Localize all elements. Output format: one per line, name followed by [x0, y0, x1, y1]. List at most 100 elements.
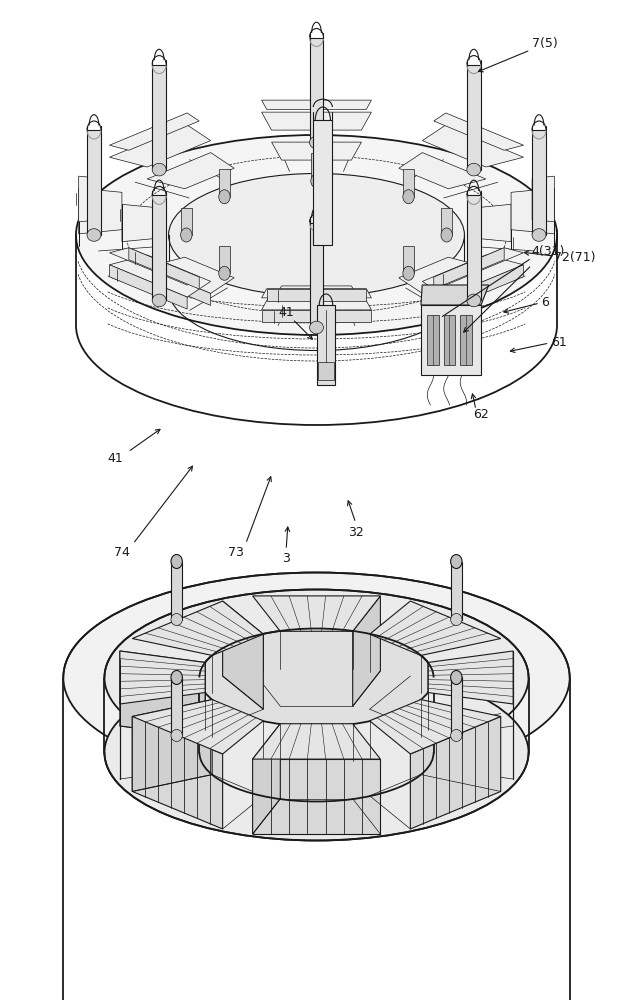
- Text: 7(5): 7(5): [532, 37, 558, 50]
- Text: 62: 62: [473, 408, 489, 422]
- Ellipse shape: [310, 136, 323, 149]
- Polygon shape: [421, 285, 489, 305]
- Polygon shape: [353, 596, 380, 706]
- Text: 6: 6: [541, 296, 549, 310]
- Bar: [310, 223, 323, 328]
- Ellipse shape: [171, 614, 182, 626]
- Text: 74: 74: [113, 546, 130, 560]
- Ellipse shape: [311, 282, 322, 296]
- Polygon shape: [129, 248, 199, 289]
- Ellipse shape: [451, 729, 462, 741]
- Bar: [311, 262, 322, 289]
- Ellipse shape: [451, 555, 462, 569]
- Polygon shape: [78, 188, 122, 234]
- Polygon shape: [511, 188, 555, 234]
- Bar: [532, 130, 546, 235]
- Polygon shape: [253, 724, 280, 834]
- Ellipse shape: [171, 670, 182, 684]
- Ellipse shape: [168, 174, 465, 296]
- Ellipse shape: [451, 614, 462, 626]
- Polygon shape: [261, 112, 372, 130]
- Text: 32: 32: [348, 526, 363, 538]
- Ellipse shape: [310, 321, 323, 334]
- Bar: [87, 130, 101, 235]
- Ellipse shape: [104, 664, 529, 840]
- Ellipse shape: [219, 190, 230, 204]
- Bar: [467, 195, 481, 300]
- Polygon shape: [120, 651, 205, 737]
- Ellipse shape: [152, 163, 166, 176]
- Polygon shape: [223, 601, 263, 709]
- Text: 41: 41: [108, 452, 123, 464]
- Bar: [441, 208, 453, 235]
- Polygon shape: [422, 267, 486, 305]
- Polygon shape: [147, 257, 234, 293]
- Ellipse shape: [63, 572, 570, 783]
- Polygon shape: [132, 716, 223, 829]
- Ellipse shape: [171, 729, 182, 741]
- Text: 72(71): 72(71): [554, 251, 596, 264]
- Bar: [313, 120, 332, 245]
- Polygon shape: [261, 289, 372, 298]
- Bar: [403, 169, 414, 197]
- Polygon shape: [261, 100, 372, 109]
- Text: 41: 41: [279, 306, 294, 318]
- Ellipse shape: [451, 670, 462, 684]
- Bar: [460, 315, 472, 365]
- Polygon shape: [370, 601, 501, 655]
- Polygon shape: [434, 248, 523, 285]
- Polygon shape: [132, 700, 212, 791]
- Ellipse shape: [403, 266, 414, 280]
- Polygon shape: [110, 248, 199, 285]
- Polygon shape: [132, 601, 263, 655]
- Bar: [451, 562, 462, 620]
- Ellipse shape: [152, 294, 166, 307]
- Ellipse shape: [76, 135, 557, 335]
- Polygon shape: [120, 651, 205, 704]
- Bar: [427, 315, 439, 365]
- Polygon shape: [370, 700, 501, 754]
- Ellipse shape: [180, 228, 192, 242]
- Polygon shape: [446, 265, 523, 309]
- Polygon shape: [147, 267, 211, 305]
- Polygon shape: [272, 304, 361, 316]
- Ellipse shape: [219, 266, 230, 280]
- Text: 4(31): 4(31): [532, 245, 565, 258]
- Polygon shape: [253, 724, 380, 759]
- Polygon shape: [110, 255, 211, 297]
- Polygon shape: [272, 286, 361, 304]
- Polygon shape: [110, 125, 211, 167]
- Ellipse shape: [467, 294, 481, 307]
- Polygon shape: [468, 204, 511, 242]
- Polygon shape: [132, 700, 263, 754]
- Polygon shape: [421, 305, 481, 375]
- Text: 3: 3: [282, 552, 290, 566]
- Polygon shape: [399, 153, 486, 189]
- Bar: [311, 153, 322, 181]
- Polygon shape: [410, 716, 501, 829]
- Polygon shape: [78, 176, 101, 222]
- Polygon shape: [434, 113, 523, 150]
- Polygon shape: [422, 255, 523, 297]
- Bar: [444, 315, 455, 365]
- Text: 73: 73: [228, 546, 244, 560]
- Polygon shape: [399, 257, 486, 293]
- Bar: [467, 65, 481, 170]
- Bar: [219, 169, 230, 197]
- Polygon shape: [428, 651, 513, 704]
- Bar: [451, 677, 462, 735]
- Ellipse shape: [104, 590, 529, 766]
- Polygon shape: [253, 596, 380, 631]
- Bar: [310, 37, 323, 142]
- Bar: [171, 562, 182, 620]
- Ellipse shape: [87, 229, 101, 241]
- Polygon shape: [422, 125, 523, 167]
- Bar: [171, 677, 182, 735]
- Polygon shape: [147, 153, 234, 189]
- Ellipse shape: [311, 174, 322, 188]
- Polygon shape: [110, 265, 187, 309]
- Bar: [152, 65, 166, 170]
- Text: 61: 61: [551, 336, 567, 349]
- Polygon shape: [532, 176, 555, 222]
- Ellipse shape: [532, 229, 546, 241]
